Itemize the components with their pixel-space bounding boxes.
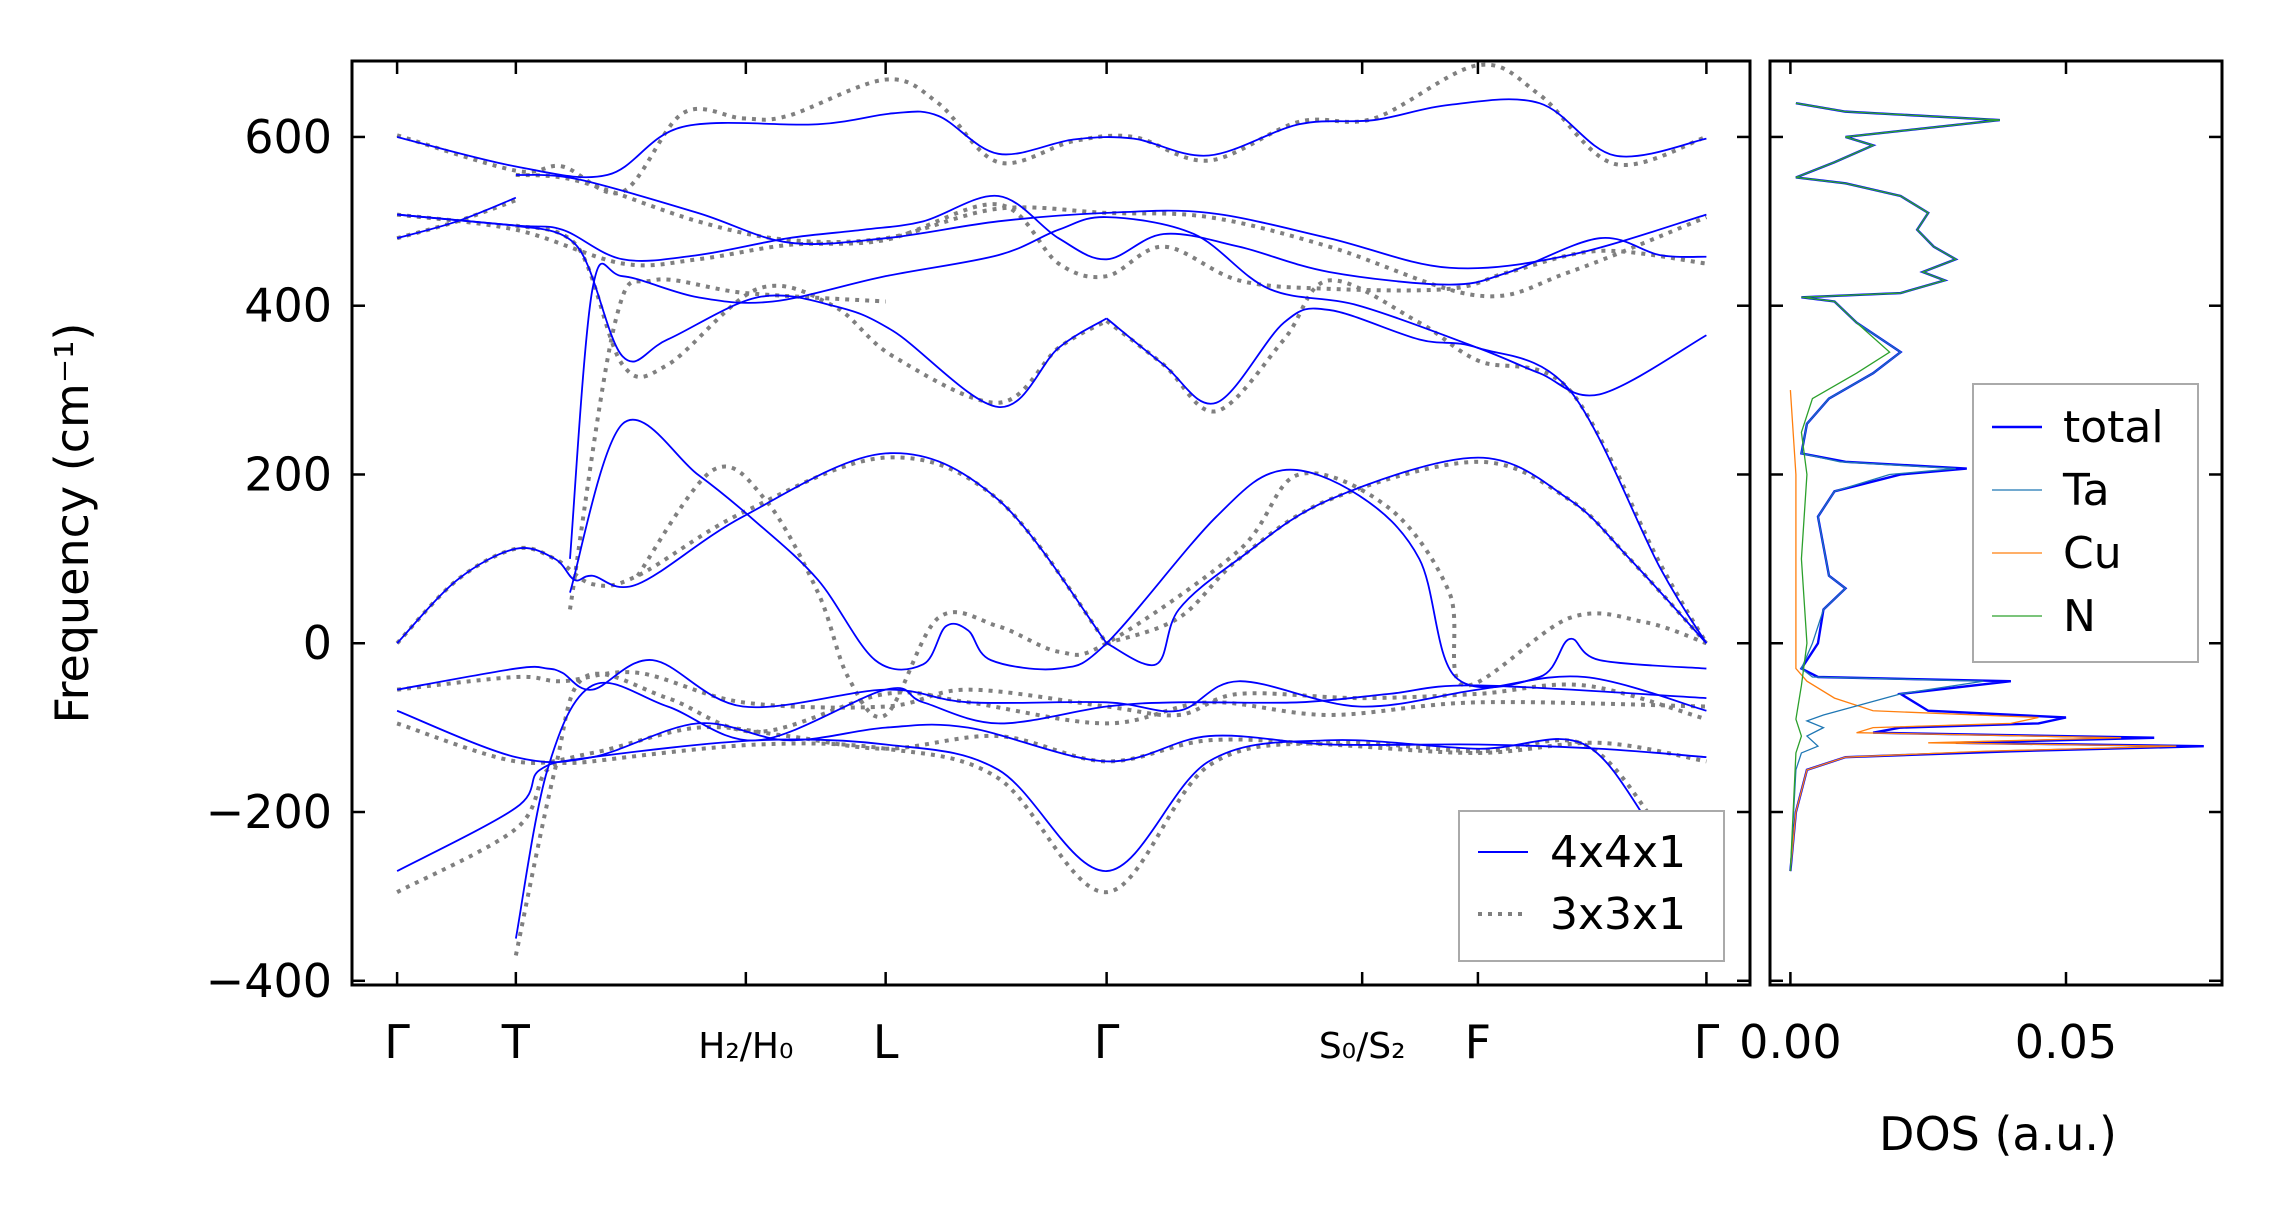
- band-3x3x1-9: [1105, 459, 1708, 646]
- band-axes-frame: [350, 59, 1752, 987]
- band-legend: 4x4x1 3x3x1: [1458, 810, 1725, 962]
- y-tick-label: −200: [206, 785, 332, 839]
- band-3x3x1-7: [395, 455, 1109, 645]
- dos-axes-frame: [1768, 59, 2224, 987]
- dos-line-N: [1789, 102, 2000, 872]
- band-4x4x1-9: [569, 418, 1707, 689]
- k-point-label: T: [501, 1015, 531, 1069]
- band-4x4x1-4: [515, 173, 1707, 270]
- band-4x4x1-1: [397, 194, 1707, 286]
- band-4x4x1-11: [396, 659, 1707, 713]
- dos-legend-label: N: [2063, 591, 2096, 642]
- band-4x4x1-10: [1106, 456, 1708, 667]
- band-3x3x1-12: [396, 738, 1709, 898]
- dos-legend-label: total: [2063, 402, 2164, 453]
- legend-label: 3x3x1: [1550, 889, 1686, 940]
- k-point-label: Γ: [1094, 1015, 1120, 1069]
- band-4x4x1-6: [569, 216, 1707, 559]
- dos-x-axis-label: DOS (a.u.): [1879, 1107, 2117, 1161]
- band-3x3x1-5: [567, 277, 886, 610]
- dos-x-tick-label: 0.05: [2015, 1015, 2117, 1069]
- band-3x3x1-11: [396, 721, 1707, 765]
- band-structure-panel: −400 −200 0 200 400 600 Γ T H₂/H₀ L Γ S₀/S₂ F Γ 4x4x1 3…: [206, 59, 1752, 1069]
- dos-legend-label: Cu: [2063, 528, 2122, 579]
- band-4x4x1-14: [514, 681, 1707, 939]
- dos-lines: [1789, 102, 2204, 872]
- dos-x-tick-label: 0.00: [1739, 1015, 1841, 1069]
- k-point-label: L: [873, 1015, 899, 1069]
- k-point-label: S₀/S₂: [1319, 1026, 1406, 1067]
- y-tick-label: 600: [244, 110, 332, 164]
- band-4x4x1-5: [515, 224, 1108, 408]
- dos-legend-label: Ta: [2062, 465, 2110, 516]
- y-tick-label: 0: [303, 616, 332, 670]
- band-4x4x1-2: [396, 196, 517, 240]
- k-point-label: Γ: [384, 1015, 410, 1069]
- k-point-label: Γ: [1694, 1015, 1720, 1069]
- dos-legend: total Ta Cu N: [1972, 383, 2199, 663]
- band-3x3x1-4: [515, 223, 1108, 405]
- dos-panel: 0.00 0.05 total Ta Cu N: [1739, 59, 2224, 1069]
- band-3x3x1-10: [396, 670, 1707, 722]
- band-4x4x1-0: [396, 98, 1707, 179]
- y-tick-label: 400: [244, 279, 332, 333]
- y-tick-label: 200: [244, 447, 332, 501]
- k-point-label: F: [1465, 1015, 1491, 1069]
- dos-line-Cu: [1789, 390, 2177, 872]
- legend-label: 4x4x1: [1550, 827, 1686, 878]
- band-3x3x1-8: [635, 464, 1708, 719]
- band-4x4x1-8: [396, 452, 1108, 644]
- band-3x3x1-0: [396, 62, 1708, 196]
- band-4x4x1-3: [397, 213, 516, 227]
- y-axis-label: Frequency (cm⁻¹): [45, 323, 99, 724]
- y-tick-label: −400: [206, 954, 332, 1008]
- legend-frame: [1458, 810, 1725, 962]
- band-4x4x1-7: [1106, 307, 1708, 644]
- band-3x3x1-3: [515, 172, 1708, 299]
- k-point-label: H₂/H₀: [698, 1026, 793, 1067]
- band-lines: [395, 62, 1709, 956]
- band-4x4x1-13: [396, 738, 1707, 872]
